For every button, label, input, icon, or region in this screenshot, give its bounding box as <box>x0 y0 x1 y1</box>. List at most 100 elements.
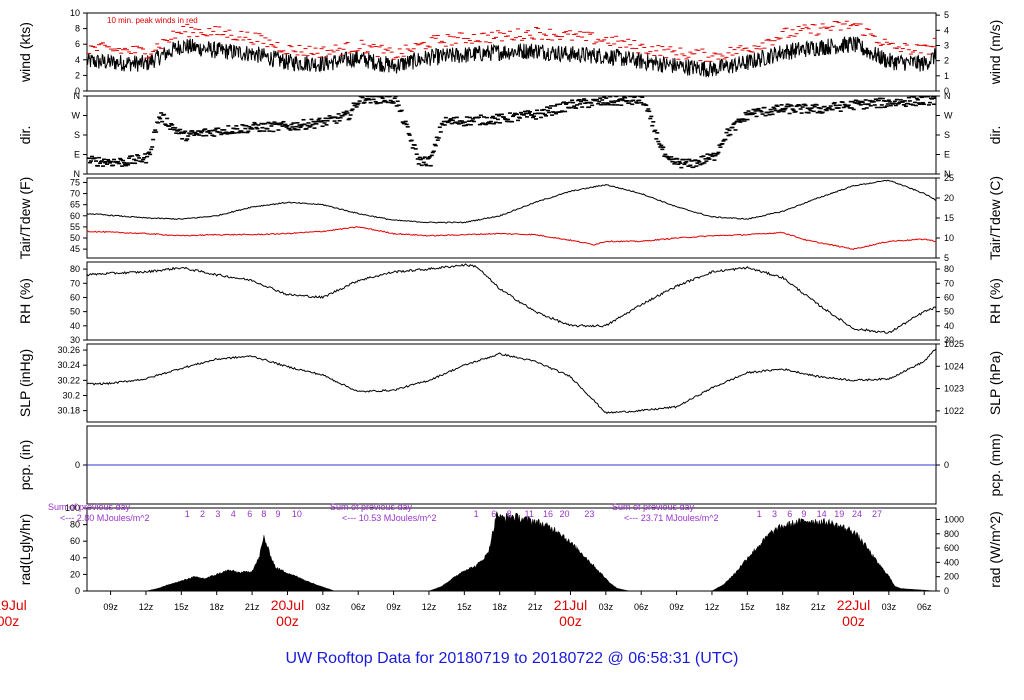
x-date-label: 19Jul <box>0 597 27 613</box>
x-tick-label: 03z <box>599 602 614 612</box>
pcp-y-label: pcp. (in) <box>17 440 33 491</box>
dir-tick-label-right: N <box>944 169 951 179</box>
rad-hour-marker: 16 <box>543 509 553 519</box>
wind-y-label-right: wind (m/s) <box>987 20 1003 86</box>
slp-tick-label: 30.24 <box>57 360 80 370</box>
rad-hour-marker: 27 <box>872 509 882 519</box>
rad-hour-marker: 14 <box>817 509 827 519</box>
slp-tick-label-right: 1023 <box>944 384 964 394</box>
wind-tick-label: 4 <box>75 55 80 65</box>
temp-tick-label-right: 15 <box>944 213 954 223</box>
dir-tick-label: W <box>72 111 81 121</box>
rad-hour-marker: 2 <box>200 509 205 519</box>
x-date-time-label: 00z <box>0 613 19 629</box>
wind-tick-label-right: 4 <box>944 25 949 35</box>
rad-tick-label: 60 <box>70 536 80 546</box>
rad-hour-marker: 19 <box>834 509 844 519</box>
slp-y-label: SLP (inHg) <box>17 349 33 417</box>
dir-tick-label: S <box>74 130 80 140</box>
rad-hour-marker: 3 <box>772 509 777 519</box>
dir-y-label: dir. <box>17 126 33 145</box>
rad-hour-marker: 1 <box>185 509 190 519</box>
x-tick-label: 06z <box>917 602 932 612</box>
rad-hour-marker: 6 <box>787 509 792 519</box>
temp-series-tdew <box>87 226 936 250</box>
x-tick-label: 18z <box>775 602 790 612</box>
wind-tick-label-right: 5 <box>944 10 949 20</box>
rad-daily-sum-label: Sum of previous day <box>612 502 695 512</box>
rad-tick-label-right: 600 <box>944 543 959 553</box>
rh-tick-label-right: 40 <box>944 321 954 331</box>
rh-tick-label: 30 <box>70 335 80 345</box>
rad-hour-marker: 6 <box>247 509 252 519</box>
x-date-time-label: 00z <box>276 613 299 629</box>
rad-daily-sum-value: <--- 23.71 MJoules/m^2 <box>624 513 719 523</box>
x-date-time-label: 00z <box>559 613 582 629</box>
pcp-y-label-right: pcp. (mm) <box>987 434 1003 497</box>
wind-note: 10 min. peak winds in red <box>107 16 198 25</box>
temp-tick-label: 75 <box>70 177 80 187</box>
rad-hour-marker: 3 <box>215 509 220 519</box>
rad-hour-marker: 8 <box>261 509 266 519</box>
wind-tick-label: 2 <box>75 70 80 80</box>
temp-tick-label: 45 <box>70 244 80 254</box>
temp-tick-label-right: 5 <box>944 253 949 263</box>
slp-tick-label: 30.18 <box>57 406 80 416</box>
temp-tick-label: 65 <box>70 200 80 210</box>
rh-tick-label-right: 80 <box>944 264 954 274</box>
temp-panel-frame <box>86 177 937 259</box>
wind-y-label: wind (kts) <box>17 22 33 83</box>
wind-series-10-min-peak <box>87 20 936 62</box>
temp-tick-label: 70 <box>70 189 80 199</box>
dir-tick-label-right: W <box>944 111 953 121</box>
rad-hour-marker: 24 <box>852 509 862 519</box>
wind-tick-label: 10 <box>70 8 80 18</box>
wind-tick-label: 6 <box>75 39 80 49</box>
x-tick-label: 15z <box>174 602 189 612</box>
dir-tick-label: E <box>74 150 80 160</box>
rad-hour-marker: 20 <box>560 509 570 519</box>
x-tick-label: 12z <box>422 602 437 612</box>
rad-tick-label-right: 400 <box>944 557 959 567</box>
slp-tick-label-right: 1022 <box>944 406 964 416</box>
rad-hour-marker: 8 <box>507 509 512 519</box>
rad-hour-marker: 6 <box>491 509 496 519</box>
x-tick-label: 06z <box>351 602 366 612</box>
rh-tick-label-right: 70 <box>944 278 954 288</box>
temp-tick-label: 60 <box>70 211 80 221</box>
slp-y-label-right: SLP (hPa) <box>987 351 1003 415</box>
x-tick-label: 12z <box>705 602 720 612</box>
rad-tick-label: 20 <box>70 569 80 579</box>
wind-tick-label-right: 2 <box>944 56 949 66</box>
x-tick-label: 21z <box>528 602 543 612</box>
wind-tick-label: 0 <box>75 86 80 96</box>
x-date-label: 20Jul <box>271 597 304 613</box>
rad-daily-sum-value: <--- 2.80 MJoules/m^2 <box>60 513 150 523</box>
rh-tick-label: 60 <box>70 292 80 302</box>
x-tick-label: 06z <box>634 602 649 612</box>
slp-tick-label-right: 1024 <box>944 361 964 371</box>
rad-tick-label-right: 0 <box>944 586 949 596</box>
x-tick-label: 09z <box>103 602 118 612</box>
rad-daily-sum-label: Sum of previous day <box>48 502 131 512</box>
dir-tick-label-right: S <box>944 130 950 140</box>
temp-tick-label-right: 25 <box>944 173 954 183</box>
rh-series-relative-humidity <box>87 263 936 334</box>
rad-tick-label: 80 <box>70 520 80 530</box>
rh-tick-label-right: 60 <box>944 292 954 302</box>
x-tick-label: 09z <box>386 602 401 612</box>
temp-tick-label-right: 10 <box>944 233 954 243</box>
x-tick-label: 21z <box>245 602 260 612</box>
x-tick-label: 03z <box>316 602 331 612</box>
x-tick-label: 18z <box>209 602 224 612</box>
rad-tick-label: 40 <box>70 553 80 563</box>
dir-y-label-right: dir. <box>987 126 1003 145</box>
x-tick-label: 21z <box>811 602 826 612</box>
dir-tick-label-right: E <box>944 150 950 160</box>
x-date-time-label: 00z <box>842 613 865 629</box>
temp-tick-label: 55 <box>70 222 80 232</box>
rad-tick-label: 100 <box>65 503 80 513</box>
wind-tick-label-right: 0 <box>944 86 949 96</box>
rad-tick-label-right: 800 <box>944 529 959 539</box>
